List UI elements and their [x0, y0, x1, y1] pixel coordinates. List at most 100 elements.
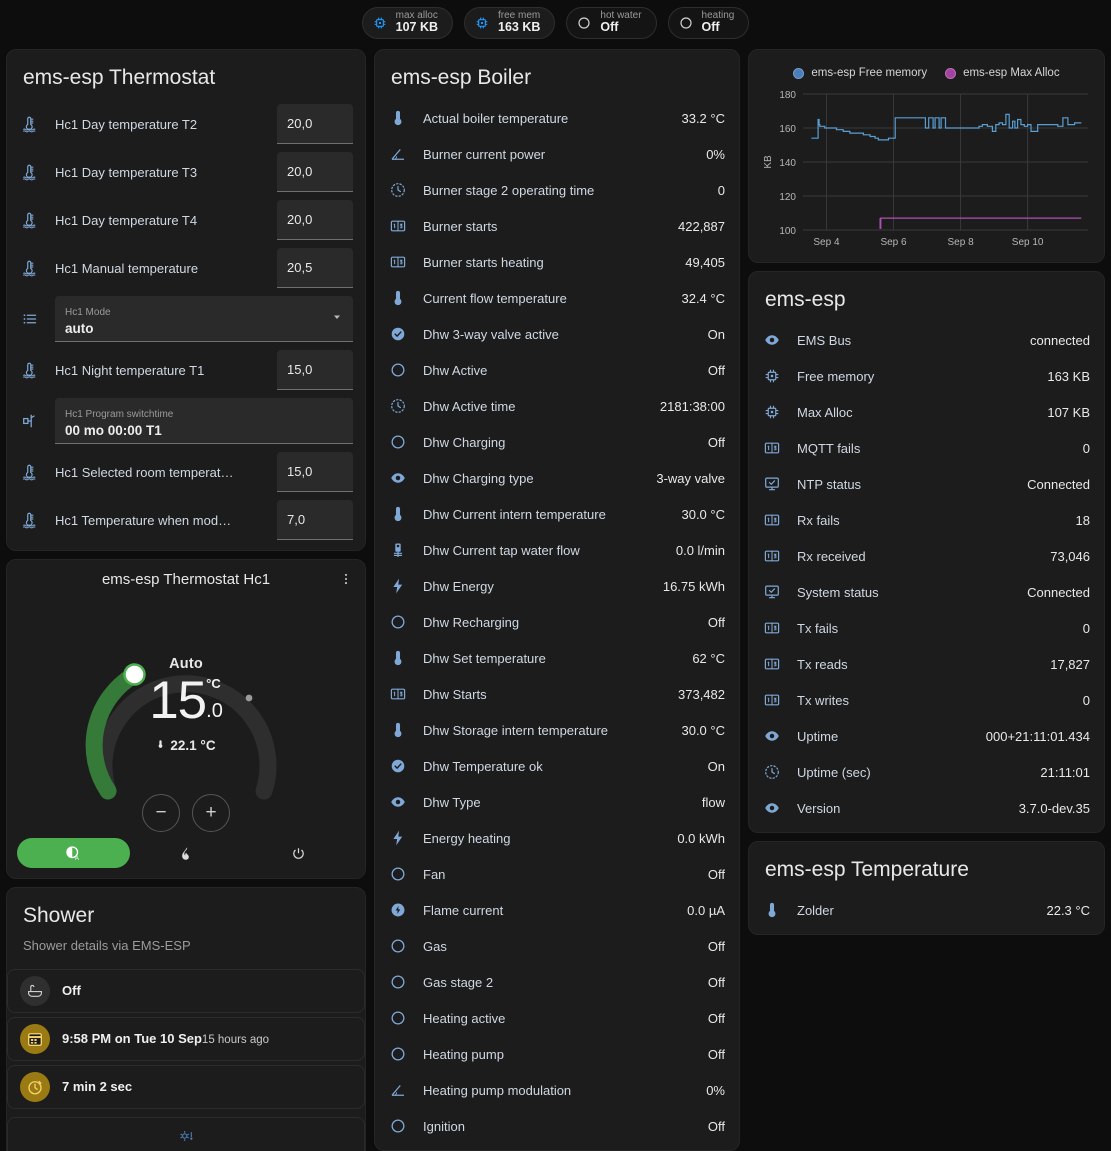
boiler-entity-row[interactable]: Heating pump Off — [375, 1036, 739, 1072]
badge-key: free mem — [498, 9, 541, 21]
mode-select[interactable]: Hc1 Mode auto — [55, 296, 354, 342]
status-entity-row[interactable]: System status Connected — [749, 574, 1104, 610]
boiler-entity-row[interactable]: Dhw Energy 16.75 kWh — [375, 568, 739, 604]
entity-value: 73,046 — [1050, 548, 1090, 564]
thermometer-lines-icon — [19, 163, 41, 181]
boiler-entity-row[interactable]: Current flow temperature 32.4 °C — [375, 280, 739, 316]
dial-target-int: 15 — [149, 671, 207, 730]
status-entity-row[interactable]: Uptime (sec) 21:11:01 — [749, 754, 1104, 790]
entity-label: Hc1 Manual temperature — [55, 260, 199, 276]
boiler-entity-row[interactable]: Dhw Starts 373,482 — [375, 676, 739, 712]
entity-label: MQTT fails — [797, 440, 861, 456]
legend-item-free-memory[interactable]: ems-esp Free memory — [793, 67, 927, 79]
temperature-input[interactable] — [277, 200, 354, 240]
increase-temperature-button[interactable]: + — [192, 794, 230, 832]
mode-off-button[interactable] — [242, 838, 355, 868]
status-entity-row[interactable]: EMS Bus connected — [749, 322, 1104, 358]
boiler-entity-row[interactable]: Dhw Charging Off — [375, 424, 739, 460]
dial-arc[interactable] — [62, 598, 310, 830]
temperature-input[interactable] — [277, 350, 354, 390]
boiler-entity-row[interactable]: Heating pump modulation 0% — [375, 1072, 739, 1108]
switchtime-field[interactable]: Hc1 Program switchtime 00 mo 00:00 T1 — [55, 398, 354, 444]
thermostat-number-row[interactable]: Hc1 Day temperature T2 — [7, 100, 365, 148]
dial-target-temperature: 15 °C .0 — [149, 674, 223, 727]
mode-heat-button[interactable] — [130, 838, 243, 868]
status-entity-row[interactable]: Uptime 000+21:11:01.434 — [749, 718, 1104, 754]
dial-gauge[interactable]: Auto 15 °C .0 22.1 °C — [7, 598, 365, 832]
memory-history-chart-card[interactable]: ems-esp Free memory ems-esp Max Alloc 10… — [748, 49, 1105, 263]
status-entity-row[interactable]: Max Alloc 107 KB — [749, 394, 1104, 430]
boiler-entity-row[interactable]: Fan Off — [375, 856, 739, 892]
boiler-entity-row[interactable]: Burner starts heating 49,405 — [375, 244, 739, 280]
status-entity-row[interactable]: Tx writes 0 — [749, 682, 1104, 718]
thermostat-text-row[interactable]: Hc1 Program switchtime 00 mo 00:00 T1 — [7, 394, 365, 448]
chevron-down-icon[interactable] — [331, 310, 343, 328]
mode-auto-button[interactable]: A — [17, 838, 130, 868]
status-entity-row[interactable]: NTP status Connected — [749, 466, 1104, 502]
temperature-input[interactable] — [277, 248, 354, 288]
shower-list-item[interactable]: 9:58 PM on Tue 10 Sep15 hours ago — [7, 1017, 366, 1061]
status-entity-row[interactable]: MQTT fails 0 — [749, 430, 1104, 466]
boiler-entity-row[interactable]: Gas stage 2 Off — [375, 964, 739, 1000]
boiler-entity-row[interactable]: Dhw Type flow — [375, 784, 739, 820]
badge-max-alloc[interactable]: max alloc 107 KB — [361, 6, 454, 39]
boiler-entity-row[interactable]: Dhw Set temperature 62 °C — [375, 640, 739, 676]
boiler-entity-row[interactable]: Dhw Temperature ok On — [375, 748, 739, 784]
check-circle-icon — [387, 757, 409, 775]
thermostat-number-row[interactable]: Hc1 Selected room temperat… — [7, 448, 365, 496]
boiler-entity-row[interactable]: Burner starts 422,887 — [375, 208, 739, 244]
more-options-icon[interactable] — [339, 572, 353, 591]
badge-free-mem[interactable]: free mem 163 KB — [464, 6, 556, 39]
temperature-entity-row[interactable]: Zolder 22.3 °C — [749, 892, 1104, 928]
status-entity-row[interactable]: Free memory 163 KB — [749, 358, 1104, 394]
temperature-input[interactable] — [277, 452, 354, 492]
badge-heating[interactable]: heating Off — [667, 6, 750, 39]
status-entity-row[interactable]: Tx fails 0 — [749, 610, 1104, 646]
boiler-entity-row[interactable]: Burner current power 0% — [375, 136, 739, 172]
boiler-entity-row[interactable]: Dhw Active Off — [375, 352, 739, 388]
boiler-entity-row[interactable]: Dhw Current intern temperature 30.0 °C — [375, 496, 739, 532]
shower-items: Off 9:58 PM on Tue 10 Sep15 hours ago 7 … — [7, 969, 366, 1117]
temperature-input[interactable] — [277, 104, 354, 144]
thermostat-number-row[interactable]: Hc1 Manual temperature — [7, 244, 365, 292]
thermostat-number-row[interactable]: Hc1 Day temperature T3 — [7, 148, 365, 196]
boiler-entity-row[interactable]: Actual boiler temperature 33.2 °C — [375, 100, 739, 136]
boiler-entity-row[interactable]: Dhw Current tap water flow 0.0 l/min — [375, 532, 739, 568]
field-label: Hc1 Program switchtime — [65, 408, 174, 420]
decrease-temperature-button[interactable]: − — [142, 794, 180, 832]
thermometer-lines-icon — [19, 259, 41, 277]
temperature-input[interactable] — [277, 152, 354, 192]
thermostat-number-row[interactable]: Hc1 Day temperature T4 — [7, 196, 365, 244]
temperature-input[interactable] — [277, 500, 354, 540]
counter-icon — [761, 655, 783, 673]
boiler-entity-row[interactable]: Dhw Charging type 3-way valve — [375, 460, 739, 496]
boiler-entity-row[interactable]: Gas Off — [375, 928, 739, 964]
thermostat-number-row[interactable]: Hc1 Temperature when mod… — [7, 496, 365, 544]
boiler-entity-row[interactable]: Dhw Storage intern temperature 30.0 °C — [375, 712, 739, 748]
entity-value: 0.0 µA — [687, 902, 725, 918]
chart-plot-area: 100 120 140 160 180 Sep 4 Sep 6 Sep 8 Sep 10 KB — [759, 86, 1094, 256]
temperature-rows: Zolder 22.3 °C — [749, 892, 1104, 928]
thermostat-number-row[interactable]: Hc1 Night temperature T1 — [7, 346, 365, 394]
boiler-entity-row[interactable]: Dhw Active time 2181:38:00 — [375, 388, 739, 424]
boiler-entity-row[interactable]: Dhw 3-way valve active On — [375, 316, 739, 352]
status-entity-row[interactable]: Version 3.7.0-dev.35 — [749, 790, 1104, 826]
status-entity-row[interactable]: Rx fails 18 — [749, 502, 1104, 538]
chart-legend: ems-esp Free memory ems-esp Max Alloc — [759, 60, 1094, 86]
boiler-entity-row[interactable]: Energy heating 0.0 kWh — [375, 820, 739, 856]
boiler-entity-row[interactable]: Ignition Off — [375, 1108, 739, 1144]
columns-container: ems-esp Thermostat Hc1 Day temperature T… — [0, 49, 1111, 1151]
shower-extra-partial-row[interactable] — [7, 1117, 366, 1151]
chip-icon — [372, 15, 388, 31]
status-entity-row[interactable]: Tx reads 17,827 — [749, 646, 1104, 682]
boiler-entity-row[interactable]: Dhw Recharging Off — [375, 604, 739, 640]
shower-list-item[interactable]: Off — [7, 969, 366, 1013]
boiler-entity-row[interactable]: Burner stage 2 operating time 0 — [375, 172, 739, 208]
thermostat-mode-row[interactable]: Hc1 Mode auto — [7, 292, 365, 346]
shower-list-item[interactable]: 7 min 2 sec — [7, 1065, 366, 1109]
badge-hot-water[interactable]: hot water Off — [566, 6, 657, 39]
legend-item-max-alloc[interactable]: ems-esp Max Alloc — [945, 67, 1060, 79]
boiler-entity-row[interactable]: Heating active Off — [375, 1000, 739, 1036]
status-entity-row[interactable]: Rx received 73,046 — [749, 538, 1104, 574]
boiler-entity-row[interactable]: Flame current 0.0 µA — [375, 892, 739, 928]
